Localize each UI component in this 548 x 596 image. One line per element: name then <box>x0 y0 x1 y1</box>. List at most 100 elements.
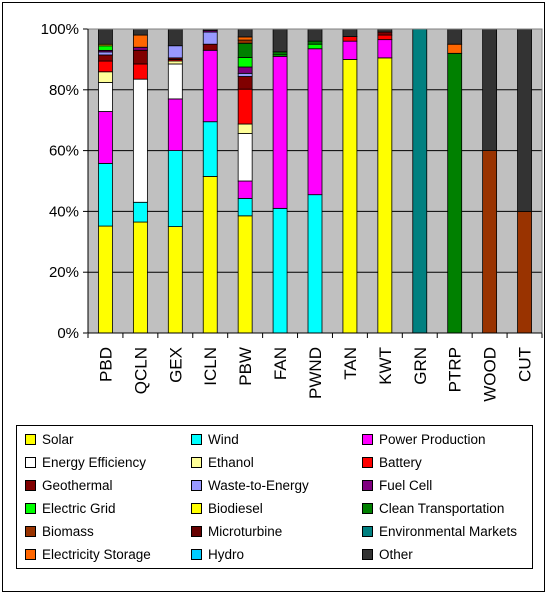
bar-segment <box>98 111 113 164</box>
bar-segment <box>98 28 113 45</box>
bar-segment <box>98 225 113 334</box>
bar-segment <box>202 31 218 45</box>
x-tick-label: GRN <box>411 347 430 385</box>
legend-label: Microturbine <box>208 523 283 539</box>
bar-segment <box>307 40 323 45</box>
bar-segment <box>98 54 113 62</box>
bar-segment <box>132 46 148 51</box>
x-tick-label: KWT <box>376 347 395 385</box>
legend-item: Battery <box>362 453 422 471</box>
legend-swatch <box>191 456 202 468</box>
legend-label: Geothermal <box>42 477 113 493</box>
bar-segment <box>237 66 253 74</box>
legend-item: Power Production <box>362 430 486 448</box>
bar-segment <box>377 31 393 36</box>
bar-segment <box>202 49 218 123</box>
bar-segment <box>307 28 323 42</box>
legend-item: Geothermal <box>25 476 113 494</box>
y-tick-label: 80% <box>49 82 79 99</box>
legend-label: Fuel Cell <box>379 477 433 493</box>
y-tick-label: 60% <box>49 143 79 160</box>
legend-label: Wind <box>208 431 239 447</box>
bar-segment <box>237 123 253 134</box>
legend-swatch <box>362 433 373 445</box>
legend-item: Fuel Cell <box>362 476 432 494</box>
bar-segment <box>307 43 323 50</box>
legend-swatch <box>25 525 36 537</box>
bar-segment <box>237 42 253 58</box>
bar-segment <box>342 28 358 37</box>
legend-label: Energy Efficiency <box>42 454 147 470</box>
legend-item: Electricity Storage <box>25 545 151 563</box>
bar-segment <box>167 150 183 228</box>
x-tick-label: FAN <box>271 347 290 380</box>
bar-segment <box>237 72 253 77</box>
bar-segment <box>167 226 183 334</box>
bar-segment <box>237 133 253 182</box>
legend-swatch <box>362 456 373 468</box>
bar-segment <box>237 36 253 41</box>
bar-segment <box>447 28 463 45</box>
legend-label: Hydro <box>208 546 245 562</box>
legend-swatch <box>25 502 36 514</box>
legend-label: Ethanol <box>208 454 254 470</box>
y-tick-label: 0% <box>57 325 79 342</box>
bar-segment <box>237 88 253 125</box>
legend-label: Biodiesel <box>208 500 263 516</box>
bar-segment <box>98 60 113 73</box>
legend-label: Solar <box>42 431 74 447</box>
bar-segment <box>98 45 113 51</box>
bar-segment <box>517 28 532 212</box>
x-tick-label: TAN <box>341 347 360 380</box>
bar-segment <box>132 221 148 334</box>
legend-label: Electric Grid <box>42 500 116 516</box>
bar-segment <box>167 63 183 100</box>
legend-swatch <box>191 502 202 514</box>
y-tick-label: 20% <box>49 264 79 281</box>
bar-segment <box>342 36 358 42</box>
x-tick-label: PBW <box>236 347 255 386</box>
legend: Solar Wind Power Production Energy Efficien… <box>16 425 533 569</box>
bar-segment <box>98 82 113 112</box>
bar-segment <box>377 57 393 334</box>
legend-swatch <box>25 456 36 468</box>
legend-item: Wind <box>191 430 239 448</box>
legend-label: Battery <box>379 454 422 470</box>
bar-segment <box>167 98 183 151</box>
bar-segment <box>202 121 218 177</box>
bar-segment <box>447 43 463 54</box>
bar-segment <box>167 28 183 47</box>
bar-segment <box>237 198 253 217</box>
bar-segment <box>272 51 288 56</box>
legend-item: Microturbine <box>191 522 282 540</box>
bar-segment <box>167 60 183 65</box>
x-tick-label: PWND <box>306 347 325 399</box>
legend-item: Solar <box>25 430 74 448</box>
legend-swatch <box>191 548 202 560</box>
bar-segment <box>307 48 323 196</box>
legend-swatch <box>191 525 202 537</box>
bar-segment <box>132 63 148 80</box>
x-tick-label: CUT <box>516 347 535 382</box>
bar-segment <box>517 210 532 334</box>
x-tick-label: WOOD <box>481 347 500 402</box>
legend-swatch <box>191 479 202 491</box>
bar-segment <box>272 207 288 334</box>
bar-segment <box>98 71 113 83</box>
legend-swatch <box>362 502 373 514</box>
y-tick-label: 40% <box>49 203 79 220</box>
bar-segment <box>272 55 288 209</box>
legend-item: Energy Efficiency <box>25 453 146 471</box>
legend-label: Power Production <box>379 431 486 447</box>
bar-segment <box>377 34 393 41</box>
legend-item: Ethanol <box>191 453 254 471</box>
bar-segment <box>342 59 358 334</box>
bar-segment <box>482 28 498 151</box>
legend-item: Biodiesel <box>191 499 263 517</box>
legend-label: Electricity Storage <box>42 546 151 562</box>
legend-label: Clean Transportation <box>379 500 505 516</box>
legend-item: Biomass <box>25 522 94 540</box>
bar-segment <box>202 176 218 334</box>
legend-item: Other <box>362 545 413 563</box>
bar-segment <box>237 180 253 199</box>
